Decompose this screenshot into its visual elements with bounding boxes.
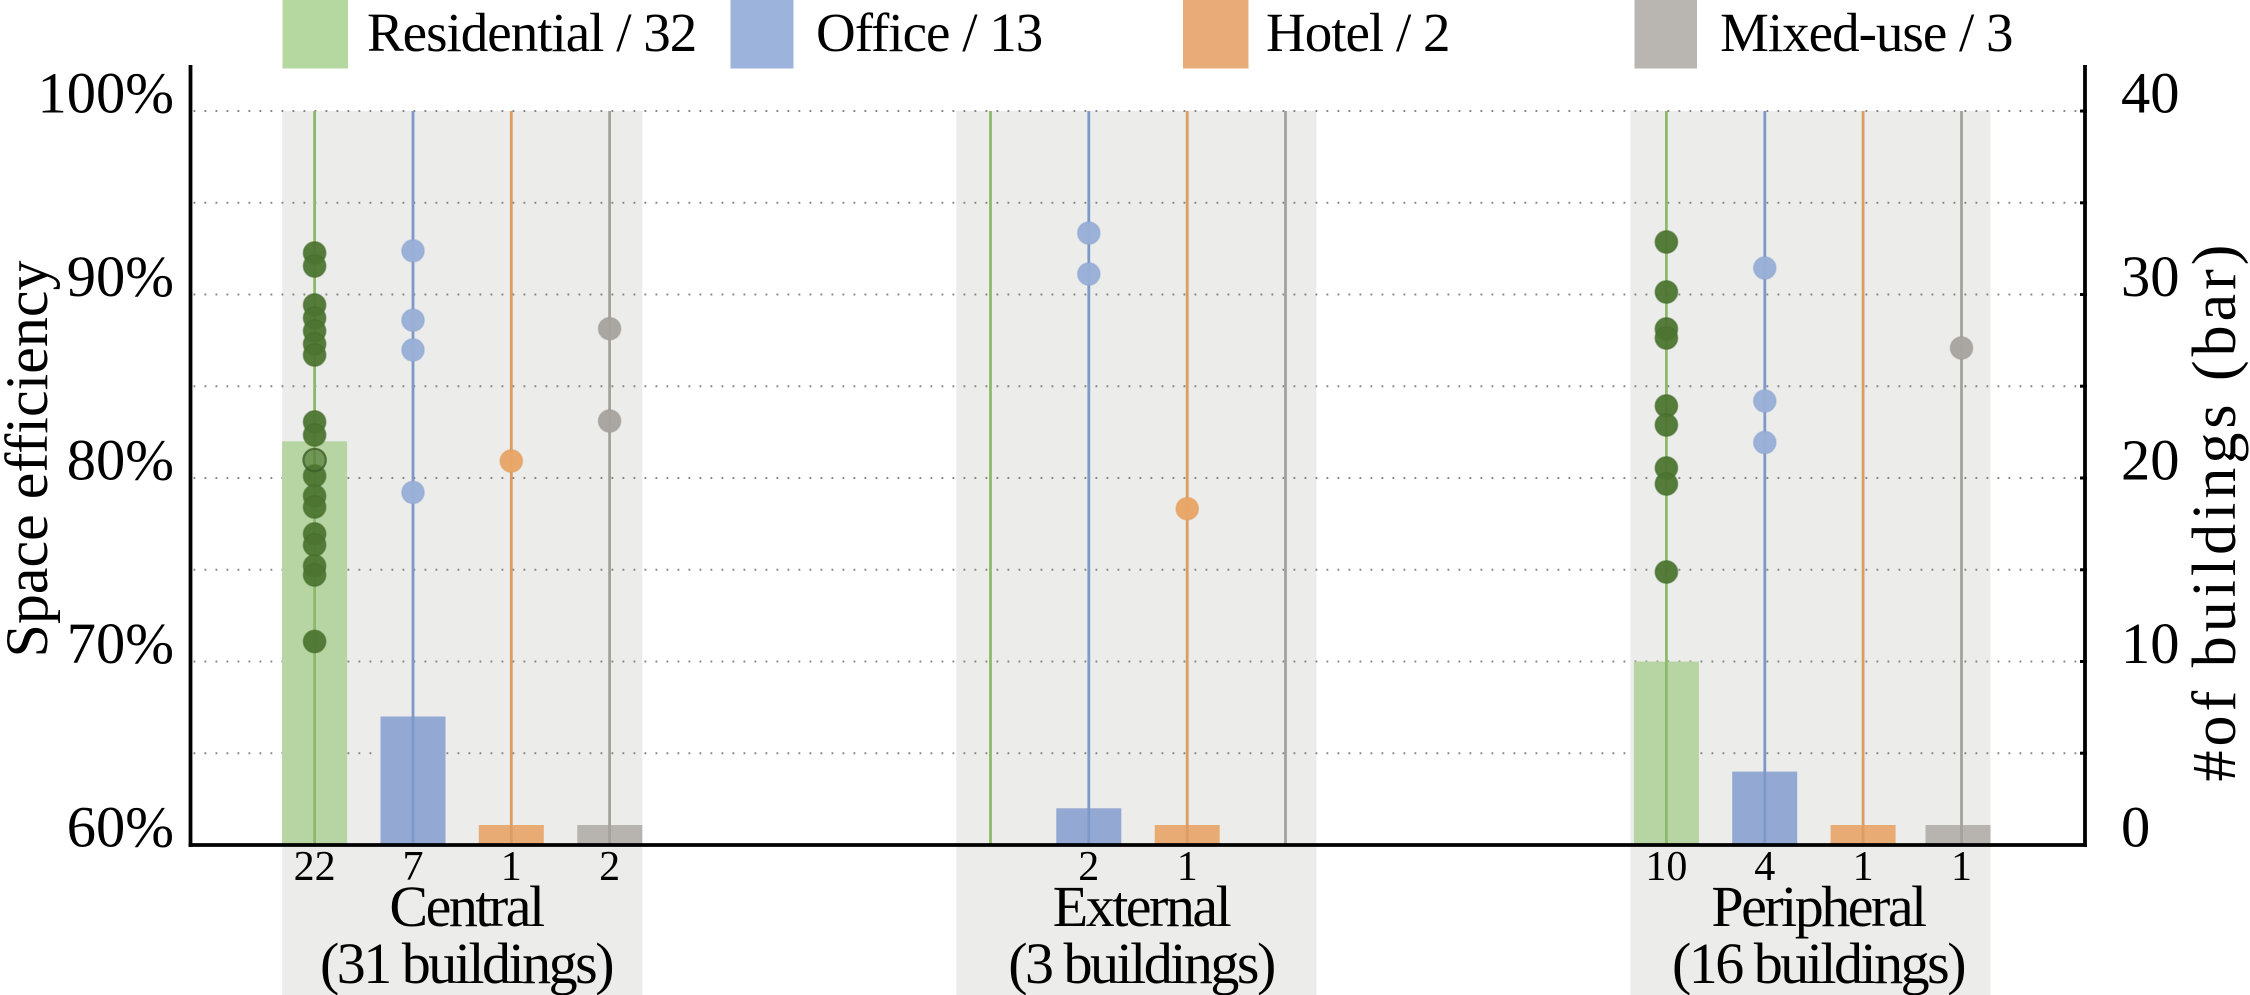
svg-text:Residential / 32: Residential / 32 <box>367 2 696 63</box>
svg-text:0: 0 <box>2121 795 2150 860</box>
svg-text:#of buildings (bar): #of buildings (bar) <box>2181 241 2249 782</box>
svg-text:7: 7 <box>403 844 424 890</box>
svg-text:40: 40 <box>2121 61 2180 126</box>
svg-text:80%: 80% <box>67 428 174 493</box>
svg-text:Space efficiency: Space efficiency <box>0 260 60 657</box>
svg-text:20: 20 <box>2121 428 2180 493</box>
svg-text:100%: 100% <box>38 61 174 126</box>
svg-text:1: 1 <box>1853 844 1874 890</box>
svg-text:1: 1 <box>501 844 522 890</box>
svg-text:Office / 13: Office / 13 <box>816 2 1042 63</box>
svg-text:4: 4 <box>1754 844 1775 890</box>
svg-text:70%: 70% <box>67 611 174 676</box>
svg-text:Central: Central <box>389 874 544 939</box>
svg-text:30: 30 <box>2121 244 2180 309</box>
svg-text:External: External <box>1053 874 1231 939</box>
svg-text:10: 10 <box>2121 611 2180 676</box>
svg-text:(31 buildings): (31 buildings) <box>320 931 612 995</box>
svg-text:60%: 60% <box>67 795 174 860</box>
svg-text:(3 buildings): (3 buildings) <box>1008 931 1274 995</box>
svg-text:Mixed-use / 3: Mixed-use / 3 <box>1720 2 2013 63</box>
svg-text:22: 22 <box>294 844 336 890</box>
svg-text:(16 buildings): (16 buildings) <box>1672 931 1964 995</box>
svg-text:90%: 90% <box>67 244 174 309</box>
svg-text:Hotel / 2: Hotel / 2 <box>1266 2 1449 63</box>
svg-text:1: 1 <box>1177 844 1198 890</box>
svg-text:1: 1 <box>1951 844 1972 890</box>
svg-text:10: 10 <box>1645 844 1687 890</box>
svg-text:2: 2 <box>1078 844 1099 890</box>
svg-text:Peripheral: Peripheral <box>1711 874 1926 939</box>
svg-text:2: 2 <box>599 844 620 890</box>
